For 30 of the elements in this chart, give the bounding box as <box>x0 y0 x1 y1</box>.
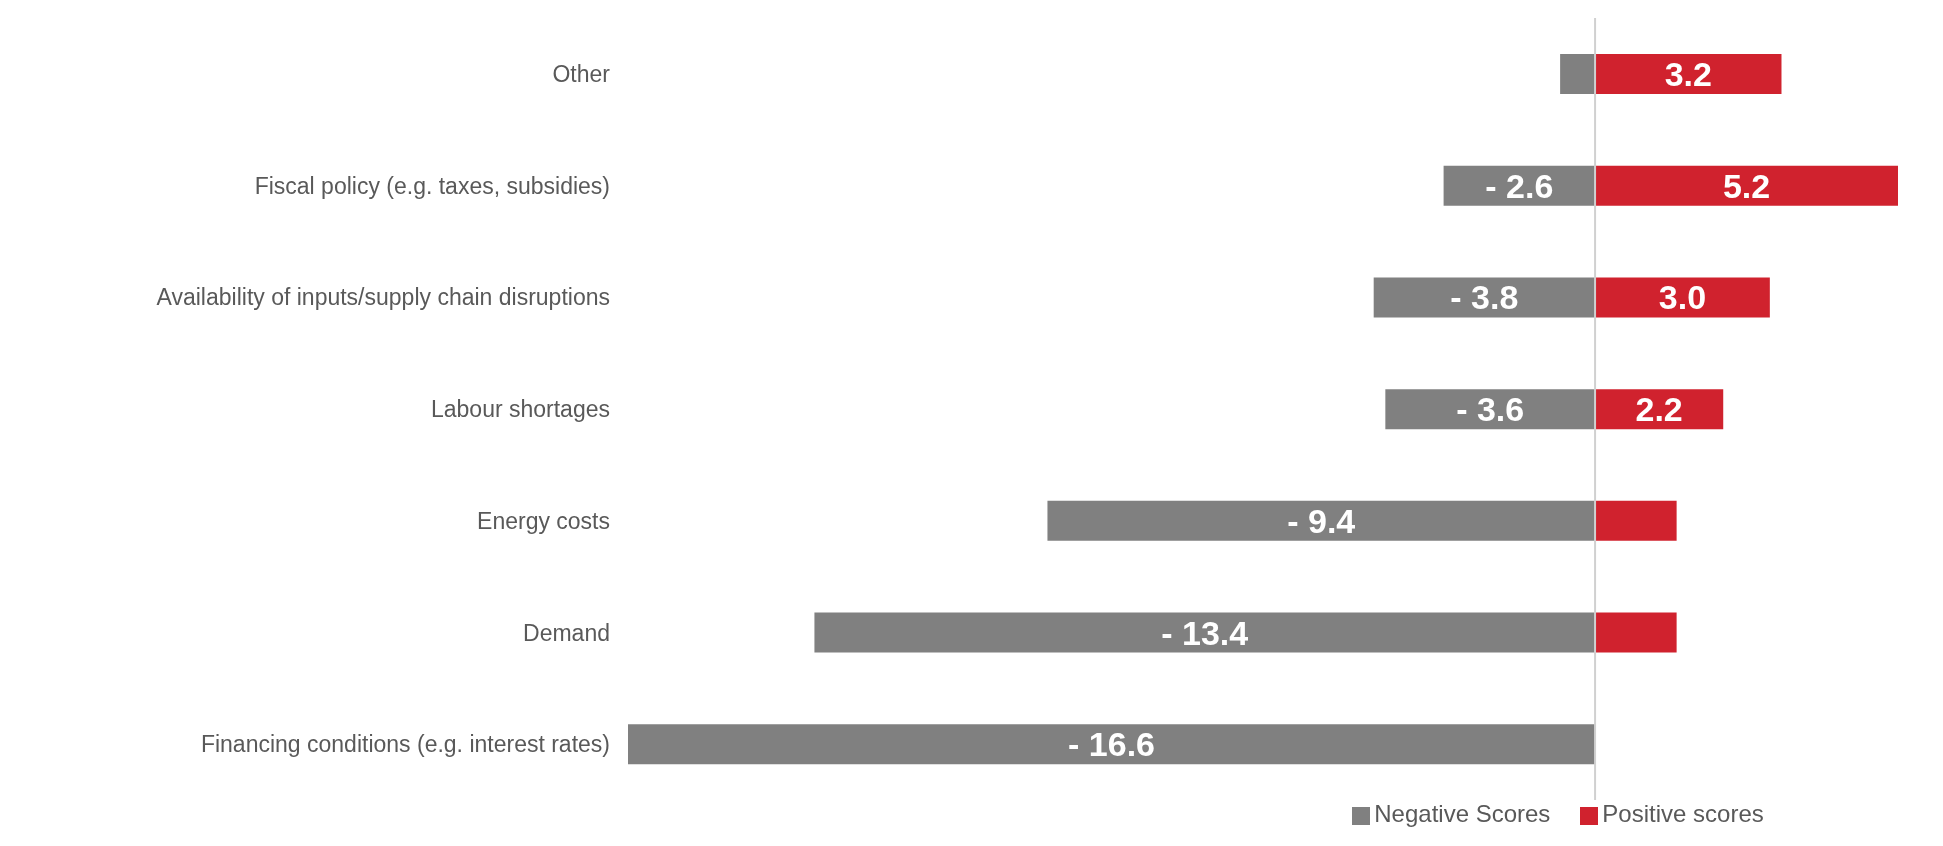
data-label: - 2.6 <box>1485 166 1554 205</box>
bar <box>1595 165 1898 206</box>
data-label: - 3.8 <box>1450 278 1519 317</box>
data-label: - 9.4 <box>1287 501 1356 540</box>
bar <box>1595 612 1677 653</box>
legend-label: Negative Scores <box>1374 800 1551 827</box>
bar <box>1560 54 1596 94</box>
y-tick-label: Fiscal policy (e.g. taxes, subsidies) <box>254 172 610 199</box>
data-label: 3.0 <box>1658 278 1707 317</box>
data-label: - 3.6 <box>1456 390 1525 429</box>
y-tick-label: Availability of inputs/supply chain disruptions <box>156 284 610 311</box>
bar <box>1373 277 1596 318</box>
y-tick-label: Financing conditions (e.g. interest rates) <box>200 731 610 758</box>
bar <box>1595 54 1782 94</box>
data-label: 3.2 <box>1664 55 1712 93</box>
bar <box>1595 277 1770 318</box>
data-label: - 16.6 <box>1068 725 1156 764</box>
data-label: 5.2 <box>1722 166 1771 205</box>
bar <box>628 724 1596 765</box>
y-tick-label: Other <box>552 61 611 88</box>
data-label: 2.2 <box>1635 390 1683 429</box>
y-tick-label: Energy costs <box>477 507 610 534</box>
y-tick-label: Demand <box>523 619 610 646</box>
bar <box>1595 500 1677 541</box>
data-label: - 13.4 <box>1161 613 1249 652</box>
bar <box>1047 500 1596 541</box>
bar <box>814 612 1596 653</box>
y-tick-label: Labour shortages <box>430 396 610 423</box>
legend-label: Positive scores <box>1602 800 1764 827</box>
bar <box>1385 389 1596 430</box>
